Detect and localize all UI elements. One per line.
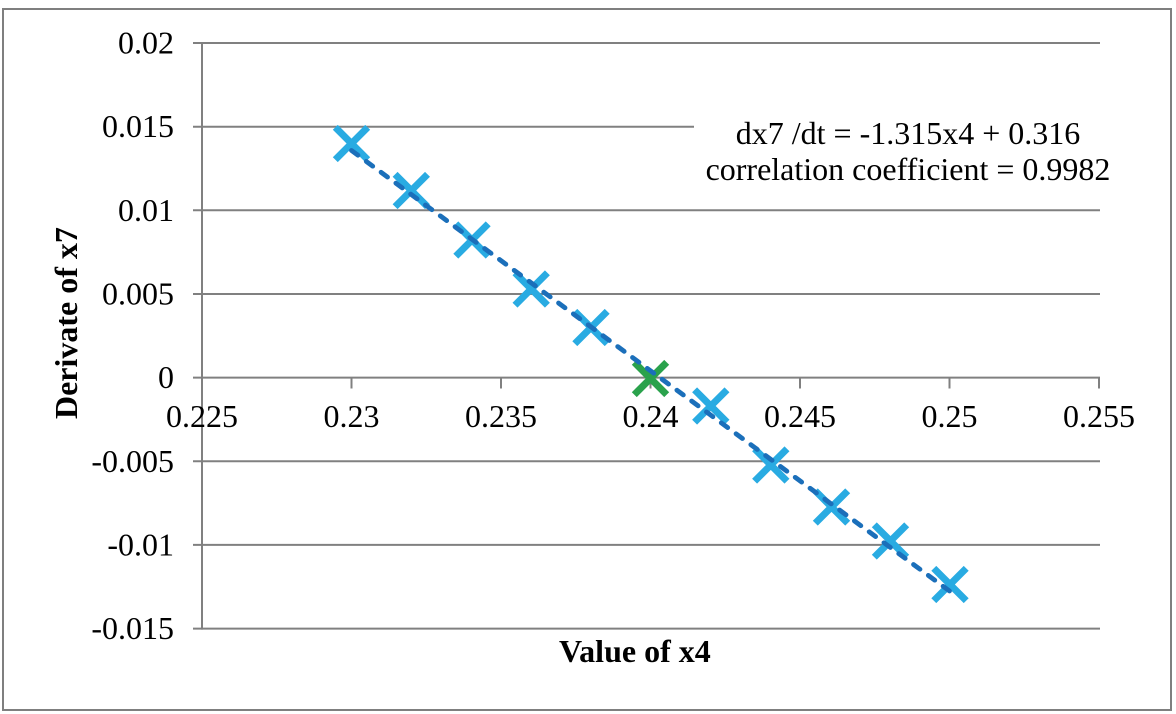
svg-text:0.015: 0.015 bbox=[102, 108, 174, 144]
svg-text:0.23: 0.23 bbox=[324, 398, 380, 434]
svg-text:0.235: 0.235 bbox=[465, 398, 537, 434]
svg-text:0.245: 0.245 bbox=[764, 398, 836, 434]
svg-text:0.255: 0.255 bbox=[1063, 398, 1135, 434]
svg-text:0.005: 0.005 bbox=[102, 276, 174, 312]
svg-text:0.25: 0.25 bbox=[922, 398, 978, 434]
svg-text:-0.005: -0.005 bbox=[91, 443, 174, 479]
svg-text:dx7 /dt = -1.315x4 + 0.316: dx7 /dt = -1.315x4 + 0.316 bbox=[736, 115, 1081, 151]
svg-text:0: 0 bbox=[158, 359, 174, 395]
svg-text:Value of x4: Value of x4 bbox=[559, 633, 711, 669]
svg-text:Derivate of x7: Derivate of x7 bbox=[48, 227, 84, 419]
svg-text:-0.01: -0.01 bbox=[107, 526, 174, 562]
svg-text:0.02: 0.02 bbox=[118, 25, 174, 61]
svg-text:-0.015: -0.015 bbox=[91, 610, 174, 646]
svg-text:0.24: 0.24 bbox=[623, 398, 679, 434]
svg-text:0.01: 0.01 bbox=[118, 192, 174, 228]
svg-text:correlation coefficient = 0.99: correlation coefficient = 0.9982 bbox=[706, 151, 1111, 187]
svg-text:0.225: 0.225 bbox=[166, 398, 238, 434]
